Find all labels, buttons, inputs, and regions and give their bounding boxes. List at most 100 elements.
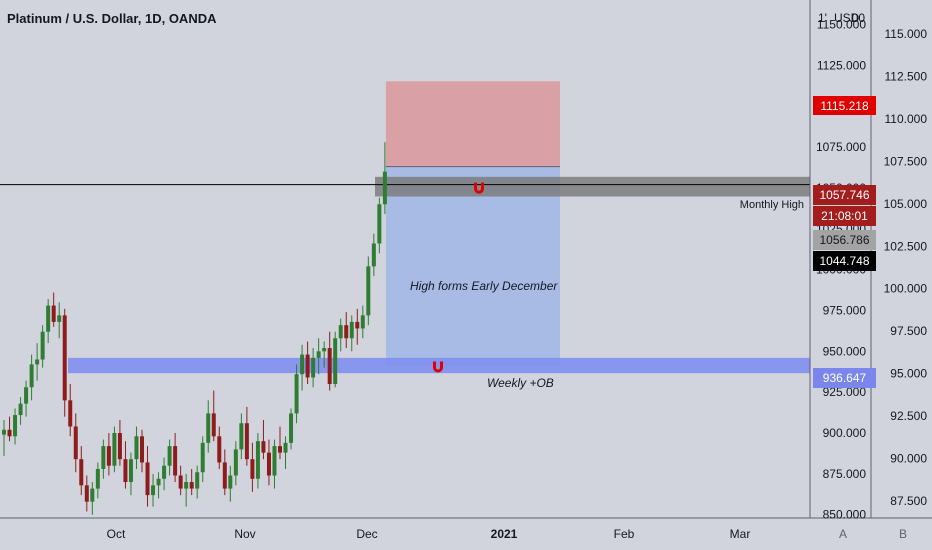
candle xyxy=(7,416,12,442)
right-axis-tick: 92.500 xyxy=(890,409,927,423)
right-axis-tick: 115.000 xyxy=(885,27,928,41)
candle-body xyxy=(189,482,194,489)
candle-body xyxy=(145,462,150,496)
right-axis-ticks[interactable]: 115.000 112.500 110.000 107.500 105.000 102.5… xyxy=(884,27,928,508)
zones xyxy=(0,81,810,374)
candle-body xyxy=(366,266,371,316)
candle-body xyxy=(255,441,260,479)
candle xyxy=(189,468,194,496)
candle xyxy=(272,439,277,489)
candle-body xyxy=(206,413,211,443)
candle-body xyxy=(333,338,338,385)
candle xyxy=(344,312,349,349)
candle xyxy=(101,439,106,479)
candle-body xyxy=(294,374,299,414)
candle-body xyxy=(289,413,294,443)
candle xyxy=(261,419,266,460)
candle xyxy=(289,408,294,450)
candle-body xyxy=(272,446,277,476)
candle xyxy=(117,419,122,466)
right-axis-tick: 112.500 xyxy=(885,69,928,83)
candle xyxy=(377,197,382,254)
candle-body xyxy=(73,426,78,460)
candle-body xyxy=(344,325,349,339)
candle xyxy=(211,390,216,442)
candle-body xyxy=(349,321,354,339)
weekly-ob-annotation: Weekly +OB xyxy=(487,376,554,390)
candle xyxy=(2,419,6,456)
candle-body xyxy=(211,413,216,437)
candle-body xyxy=(233,449,238,476)
candle xyxy=(18,397,23,425)
time-label-oct: Oct xyxy=(107,527,126,541)
candle xyxy=(322,341,327,368)
candle xyxy=(140,429,144,473)
candle-body xyxy=(200,442,205,473)
candle xyxy=(167,439,172,476)
candle-body xyxy=(95,468,100,489)
monthly-high-label: Monthly High xyxy=(740,199,804,211)
right-axis-tick: 102.500 xyxy=(884,239,928,253)
candle xyxy=(366,256,371,326)
candle xyxy=(355,308,360,345)
right-scale-button[interactable]: B xyxy=(899,527,907,541)
zone-bottom-badge xyxy=(813,251,876,271)
target-zone[interactable] xyxy=(385,166,560,367)
candle-body xyxy=(278,446,282,453)
magnet-icon[interactable] xyxy=(474,182,484,194)
candle xyxy=(128,452,133,496)
gray-zone[interactable] xyxy=(375,176,810,197)
candle xyxy=(338,318,343,352)
candle-body xyxy=(377,204,382,244)
candle xyxy=(333,331,338,388)
auto-scale-button[interactable]: A xyxy=(839,527,847,541)
candle xyxy=(283,436,288,469)
candle xyxy=(294,364,299,424)
candle xyxy=(184,473,189,507)
currency-label: 1' USD 00 xyxy=(818,11,865,25)
magnet-icons xyxy=(433,182,484,373)
right-axis-tick: 97.500 xyxy=(890,324,927,338)
candle-body xyxy=(40,331,45,360)
candle-body xyxy=(355,321,360,329)
candle-body xyxy=(29,364,34,388)
weekly-ob-zone[interactable] xyxy=(68,357,810,374)
time-axis-labels[interactable]: Oct Nov Dec 2021 Feb Mar xyxy=(107,527,751,541)
left-axis-tick: 1075.000 xyxy=(816,140,866,154)
candle xyxy=(112,426,117,473)
candle-body xyxy=(228,475,233,489)
candle-body xyxy=(311,357,316,378)
candle-body xyxy=(90,488,95,502)
right-axis-tick: 105.000 xyxy=(884,197,928,211)
candle-body xyxy=(300,354,305,375)
candle xyxy=(79,446,84,496)
magnet-icon[interactable] xyxy=(433,361,443,373)
countdown-badge xyxy=(813,206,876,226)
candle xyxy=(46,299,51,344)
candle-body xyxy=(106,446,111,466)
candle-body xyxy=(250,459,255,479)
candle-body xyxy=(261,441,266,453)
time-label-mar: Mar xyxy=(730,527,751,541)
currency-tick: 00 xyxy=(852,11,866,25)
time-label-dec: Dec xyxy=(356,527,377,541)
time-label-nov: Nov xyxy=(234,527,255,541)
candle-body xyxy=(184,482,189,489)
candle-body xyxy=(151,485,156,496)
right-axis-tick: 87.500 xyxy=(890,494,927,508)
right-axis-tick: 107.500 xyxy=(884,154,928,168)
candle-body xyxy=(57,315,62,322)
candle xyxy=(95,462,100,499)
stop-loss-zone[interactable] xyxy=(385,81,560,167)
candle xyxy=(239,413,244,460)
candle-body xyxy=(217,436,222,463)
right-axis-tick: 100.000 xyxy=(884,282,928,296)
left-axis-ticks[interactable]: 1150.0001125.0001100.0001075.0001050.000… xyxy=(816,18,866,522)
candle xyxy=(311,348,316,388)
right-axis-tick: 95.000 xyxy=(890,367,927,381)
candle xyxy=(134,426,139,469)
candle-body xyxy=(222,462,227,489)
candle xyxy=(200,436,205,483)
candle xyxy=(123,441,128,489)
price-labels: 1115.218 1057.746 21:08:01 1056.786 1044… xyxy=(813,96,876,388)
